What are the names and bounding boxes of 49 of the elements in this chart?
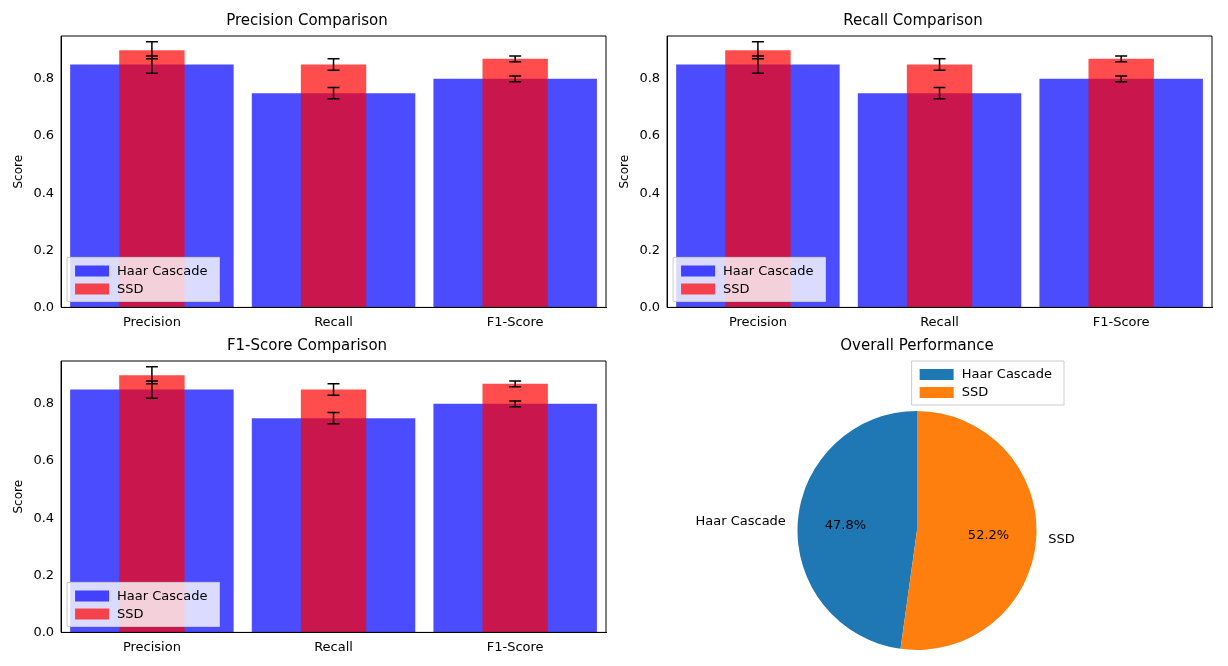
- legend-label: SSD: [117, 605, 144, 621]
- x-tick-label: Recall: [314, 313, 353, 329]
- bar: [1088, 58, 1154, 308]
- y-tick-label: 0.0: [33, 298, 55, 314]
- x-tick-label: F1-Score: [486, 313, 544, 329]
- y-axis-title: Score: [11, 154, 26, 189]
- legend-label: SSD: [117, 280, 144, 296]
- y-tick-label: 0.6: [33, 127, 55, 143]
- y-tick-label: 0.0: [639, 298, 661, 314]
- legend-label: Haar Cascade: [961, 366, 1053, 382]
- y-axis-title: Score: [617, 154, 632, 189]
- legend-label: SSD: [723, 280, 750, 296]
- data-label: 52.2%: [967, 526, 1010, 542]
- chart-title: Recall Comparison: [843, 10, 983, 29]
- y-tick-label: 0.6: [639, 127, 661, 143]
- x-tick-label: Precision: [122, 313, 181, 329]
- bar: [482, 383, 548, 633]
- x-tick-label: F1-Score: [486, 638, 544, 654]
- bar: [300, 64, 367, 308]
- y-tick-label: 0.8: [33, 70, 55, 86]
- bar: [906, 64, 973, 308]
- legend-label: Haar Cascade: [723, 262, 814, 278]
- y-tick-label: 0.0: [33, 623, 55, 639]
- legend-label: SSD: [961, 384, 989, 400]
- slice-label: Haar Cascade: [695, 512, 786, 528]
- y-tick-label: 0.2: [639, 241, 661, 257]
- x-tick-label: Recall: [920, 313, 959, 329]
- x-tick-label: F1-Score: [1092, 313, 1150, 329]
- data-label: 47.8%: [824, 516, 867, 532]
- y-tick-label: 0.4: [33, 184, 55, 200]
- x-tick-label: Recall: [314, 638, 353, 654]
- y-tick-label: 0.4: [639, 184, 661, 200]
- chart-title: Precision Comparison: [226, 10, 388, 29]
- bar: [482, 58, 548, 308]
- y-tick-label: 0.2: [33, 566, 55, 582]
- legend-label: Haar Cascade: [117, 262, 208, 278]
- y-tick-label: 0.2: [33, 241, 55, 257]
- chart-title: Overall Performance: [840, 335, 994, 354]
- x-tick-label: Precision: [728, 313, 787, 329]
- y-axis-title: Score: [11, 479, 26, 514]
- y-tick-label: 0.8: [639, 70, 661, 86]
- y-tick-label: 0.8: [33, 395, 55, 411]
- y-tick-label: 0.6: [33, 452, 55, 468]
- slice-label: SSD: [1048, 530, 1075, 546]
- legend-label: Haar Cascade: [117, 587, 208, 603]
- bar: [300, 389, 367, 633]
- y-tick-label: 0.4: [33, 509, 55, 525]
- chart-title: F1-Score Comparison: [226, 335, 388, 354]
- x-tick-label: Precision: [122, 638, 181, 654]
